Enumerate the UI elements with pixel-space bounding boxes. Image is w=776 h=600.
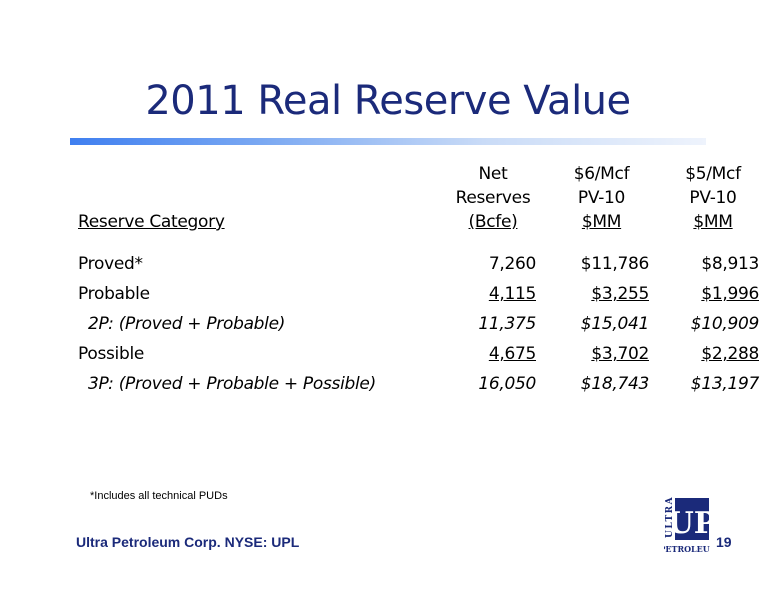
row-net: 16,050 (478, 374, 536, 394)
slide-title: 2011 Real Reserve Value (145, 78, 631, 124)
row-pv5: $8,913 (701, 254, 759, 274)
row-pv6: $18,743 (580, 374, 650, 394)
row-category: Proved* (78, 254, 143, 274)
row-pv6: $3,255 (591, 284, 649, 304)
header-net-line1: Net (478, 164, 508, 184)
header-net-line3: (Bcfe) (468, 212, 518, 232)
row-category: Possible (78, 344, 145, 364)
header-row-2: Reserves PV-10 PV-10 (70, 184, 759, 208)
row-net: 7,260 (488, 254, 536, 274)
row-pv5: $2,288 (701, 344, 759, 364)
header-pv5-line3: $MM (693, 212, 733, 232)
row-pv6: $11,786 (580, 254, 650, 274)
row-category: Probable (78, 284, 150, 304)
page-number: 19 (716, 534, 732, 550)
header-pv6-line3: $MM (581, 212, 622, 232)
header-pv6-line2: PV-10 (577, 188, 626, 208)
row-net: 11,375 (478, 314, 536, 334)
header-pv5-line2: PV-10 (689, 188, 737, 208)
row-pv5: $10,909 (690, 314, 760, 334)
logo-main-text: UP (668, 506, 710, 541)
company-name: Ultra Petroleum Corp. NYSE: UPL (76, 534, 300, 550)
logo-block (675, 498, 709, 540)
row-pv6: $15,041 (580, 314, 650, 334)
row-category: 2P: (Proved + Probable) (88, 314, 286, 334)
logo-bottom-text: PETROLEUM (664, 544, 710, 554)
row-net: 4,675 (488, 344, 536, 364)
footnote: *Includes all technical PUDs (90, 490, 228, 502)
table-row-2p: 2P: (Proved + Probable) 11,375 $15,041 $… (70, 304, 759, 334)
row-pv5: $1,996 (701, 284, 759, 304)
header-row-3: Reserve Category (Bcfe) $MM $MM (70, 208, 759, 232)
header-net-line2: Reserves (455, 188, 531, 208)
row-pv5: $13,197 (690, 374, 760, 394)
table-row-possible: Possible 4,675 $3,702 $2,288 (70, 334, 759, 364)
header-pv6-line1: $6/Mcf (573, 164, 630, 184)
table-row-probable: Probable 4,115 $3,255 $1,996 (70, 274, 759, 304)
table-row-3p: 3P: (Proved + Probable + Possible) 16,05… (70, 364, 759, 394)
ultra-petroleum-logo: UP ULTRA PETROLEUM (664, 496, 710, 554)
header-category: Reserve Category (78, 212, 225, 232)
header-pv5-line1: $5/Mcf (685, 164, 741, 184)
header-row-1: Net $6/Mcf $5/Mcf (70, 160, 759, 184)
table-row-proved: Proved* 7,260 $11,786 $8,913 (70, 244, 759, 274)
row-net: 4,115 (488, 284, 536, 304)
reserve-table: Net $6/Mcf $5/Mcf Reserves PV-10 PV-10 R… (70, 160, 759, 394)
row-category: 3P: (Proved + Probable + Possible) (88, 374, 376, 394)
logo-top-text: ULTRA (665, 496, 675, 538)
title-divider (70, 138, 706, 145)
row-pv6: $3,702 (591, 344, 649, 364)
